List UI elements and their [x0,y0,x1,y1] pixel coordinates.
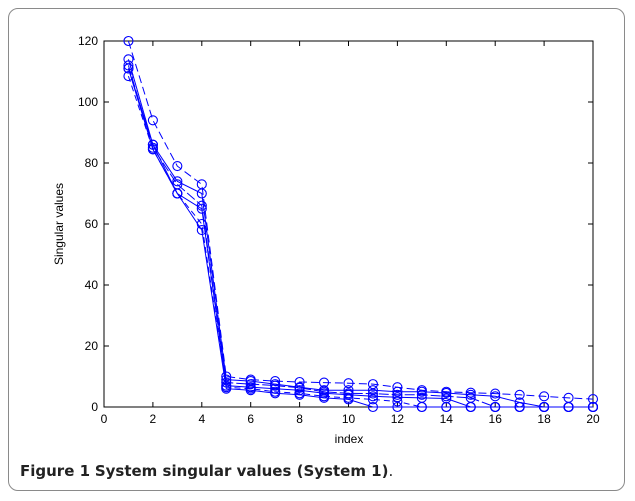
y-tick-label: 20 [85,339,99,353]
x-tick-label: 4 [198,412,205,426]
y-tick-label: 40 [85,278,99,292]
data-point [539,401,550,413]
x-tick-label: 10 [342,412,356,426]
data-point [270,388,281,399]
data-point [514,401,525,413]
x-tick-label: 2 [150,412,157,426]
data-point [392,389,403,400]
x-tick-label: 16 [489,412,503,426]
data-point [416,389,427,400]
data-point [172,161,183,172]
data-point [270,376,281,387]
x-tick-label: 8 [296,412,303,426]
x-tick-label: 18 [537,412,551,426]
y-tick-label: 0 [91,400,98,414]
data-point [392,386,403,397]
data-point [221,383,232,394]
data-point [367,394,379,405]
data-point [563,401,574,413]
y-tick-label: 100 [78,95,98,109]
caption-title: System singular values (System 1) [94,462,389,480]
x-tick-label: 6 [247,412,254,426]
data-point [392,396,403,407]
data-point [514,389,525,400]
data-point [318,392,330,403]
data-point [465,389,476,400]
data-point [587,394,599,405]
series-line-6 [127,68,593,408]
data-point [294,382,305,393]
y-tick-label: 60 [85,217,99,231]
data-point [416,401,427,413]
data-point [367,401,379,413]
data-point [490,388,501,399]
data-point [343,394,354,405]
y-tick-label: 120 [78,34,98,48]
data-point [196,203,207,214]
data-point [416,386,427,397]
series-line-4 [127,68,593,408]
data-point [172,188,183,199]
caption-label: Figure 1 [20,462,91,480]
data-point [490,401,501,413]
y-axis-label: Singular values [52,183,66,265]
data-point [490,391,501,402]
plot-area-box [103,40,594,408]
data-point [245,379,256,390]
x-tick-label: 0 [101,412,108,426]
data-point [441,387,452,399]
data-point [441,401,452,413]
series-line-3 [127,65,593,408]
data-point [392,401,403,413]
data-point [123,63,134,74]
data-point [172,176,183,187]
caption-end: . [388,462,394,480]
x-axis-label: index [335,432,364,446]
data-point [367,388,379,399]
data-point [245,385,256,396]
x-tick-label: 14 [440,412,454,426]
data-point [294,389,305,400]
data-point [123,35,134,47]
data-point [147,139,158,150]
data-point [147,115,158,126]
data-point [196,225,207,236]
data-point [539,391,550,402]
data-point [196,188,207,199]
data-point [123,71,134,82]
data-point [367,391,379,402]
data-point [343,378,354,389]
figure-caption: Figure 1 System singular values (System … [20,462,393,480]
data-point [587,401,599,413]
y-tick-label: 80 [85,156,99,170]
x-tick-label: 20 [586,412,600,426]
data-point [270,380,281,391]
series-line-5 [127,75,593,408]
data-point [294,376,305,388]
data-point [465,401,476,413]
x-tick-label: 12 [391,412,405,426]
